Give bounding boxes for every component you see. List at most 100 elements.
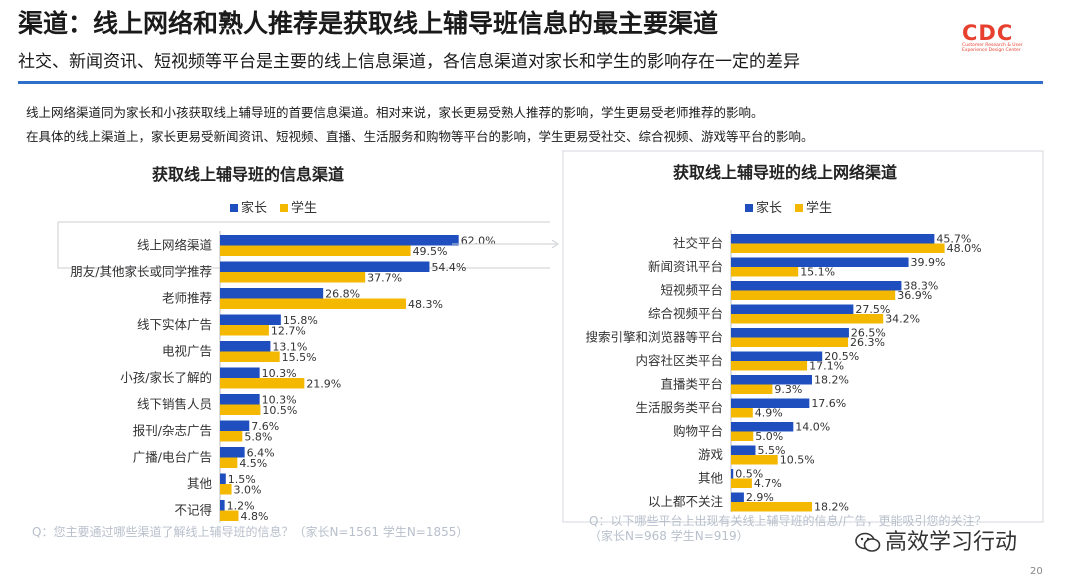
bar-student [220,272,366,283]
bar-student [731,267,799,277]
value-label-parent: 0.5% [735,468,763,481]
bar-parent [731,351,823,361]
value-label-parent: 1.2% [227,500,255,513]
bar-parent [220,314,281,325]
category-label: 线下销售人员 [137,397,212,412]
value-label-student: 4.5% [239,457,267,470]
category-label: 其他 [187,476,213,491]
bar-student [220,457,238,468]
bar-student [731,455,778,465]
value-label-student: 15.5% [282,351,317,364]
value-label-student: 10.5% [262,404,297,417]
legend-label-student: 学生 [806,200,832,216]
bar-student [220,245,411,256]
legend-label-student: 学生 [291,200,317,216]
value-label-parent: 17.6% [811,397,846,410]
value-label-student: 48.0% [947,242,982,255]
value-label-student: 3.0% [234,484,262,497]
value-label-parent: 38.3% [903,280,938,293]
value-label-parent: 1.5% [228,473,256,486]
bar-student [220,298,406,309]
bar-parent [220,288,324,299]
category-label: 短视频平台 [660,283,723,298]
category-label: 老师推荐 [162,291,212,306]
value-label-parent: 14.0% [795,421,830,434]
chart-footnote: Q：以下哪些平台上出现有关线上辅导班的信息/广告，更能吸引您的关注？ [589,513,987,528]
logo-text: CDC [962,21,1013,45]
header-divider [18,81,1043,84]
value-label-parent: 54.4% [431,261,466,274]
watermark-text: 高效学习行动 [885,530,1018,555]
chart-title: 获取线上辅导班的线上网络渠道 [673,163,897,182]
value-label-parent: 39.9% [911,256,946,269]
bar-student [220,404,261,415]
value-label-parent: 27.5% [855,303,890,316]
bar-parent [220,341,271,352]
value-label-parent: 10.3% [262,367,297,380]
value-label-student: 5.0% [755,430,783,443]
bar-student [731,290,896,300]
legend-swatch-parent [745,204,753,212]
bar-parent [220,261,430,272]
bar-student [731,243,945,253]
value-label-student: 4.8% [240,510,268,523]
legend-swatch-parent [230,204,238,212]
value-label-parent: 10.3% [262,394,297,407]
legend-swatch-student [795,204,803,212]
category-label: 电视广告 [162,344,212,359]
value-label-parent: 6.4% [247,447,275,460]
category-label: 搜索引擎和浏览器等平台 [585,330,723,345]
bar-student [220,351,280,362]
bar-parent [731,257,909,267]
bar-parent [731,398,810,408]
chart-footnote: Q：您主要通过哪些渠道了解线上辅导班的信息？（家长N=1561 学生N=1855… [32,524,468,539]
category-label: 朋友/其他家长或同学推荐 [70,264,212,279]
value-label-student: 48.3% [408,298,443,311]
legend-label-parent: 家长 [756,200,782,216]
category-label: 小孩/家长了解的 [120,370,212,385]
value-label-student: 21.9% [306,378,341,391]
page-number: 20 [1030,566,1043,577]
bar-student [220,484,232,495]
bar-student [220,378,305,389]
bar-parent [731,375,812,385]
bar-parent [731,304,854,314]
value-label-student: 9.3% [774,383,802,396]
value-label-student: 15.1% [800,266,835,279]
value-label-parent: 26.5% [851,327,886,340]
chart-title: 获取线上辅导班的信息渠道 [152,165,344,184]
bar-parent [220,500,225,511]
category-label: 生活服务类平台 [635,400,723,415]
connector-arrow [452,239,559,249]
category-label: 其他 [698,471,724,486]
bar-parent [220,447,245,458]
value-label-student: 18.2% [814,501,849,514]
bar-parent [220,367,260,378]
value-label-student: 10.5% [780,454,815,467]
category-label: 社交平台 [673,236,723,251]
page-title: 渠道：线上网络和熟人推荐是获取线上辅导班信息的最主要渠道 [18,9,719,38]
value-label-student: 4.9% [755,407,783,420]
bar-student [731,408,753,418]
bar-parent [220,394,260,405]
bar-parent [731,234,935,244]
category-label: 不记得 [174,503,212,518]
bar-parent [731,469,734,479]
legend-label-parent: 家长 [241,200,267,216]
page-subtitle: 社交、新闻资讯、短视频等平台是主要的线上信息渠道，各信息渠道对家长和学生的影响存… [18,52,800,72]
bar-parent [220,235,459,246]
value-label-student: 4.7% [754,477,782,490]
bar-student [220,510,239,521]
value-label-student: 37.7% [367,272,402,285]
value-label-parent: 5.5% [757,444,785,457]
category-label: 以上都不关注 [648,494,724,509]
category-label: 新闻资讯平台 [648,259,723,274]
bar-student [731,431,754,441]
value-label-parent: 15.8% [283,314,318,327]
bar-parent [731,492,744,502]
value-label-student: 5.8% [244,431,272,444]
category-label: 广播/电台广告 [133,450,212,465]
category-label: 综合视频平台 [648,306,723,321]
value-label-parent: 26.8% [325,288,360,301]
